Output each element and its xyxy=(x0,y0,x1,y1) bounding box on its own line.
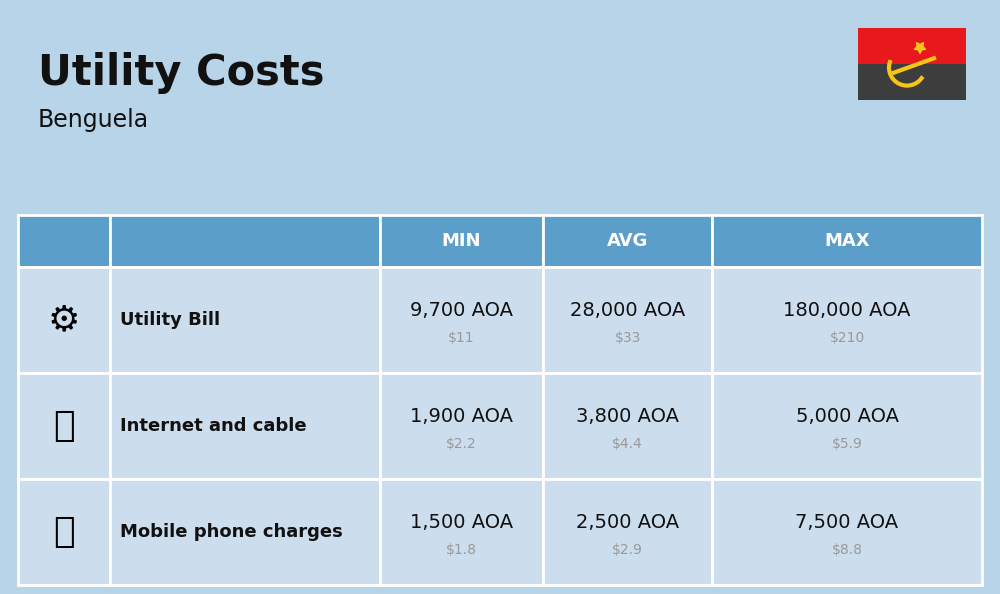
Text: $5.9: $5.9 xyxy=(832,437,862,451)
Text: $2.2: $2.2 xyxy=(446,437,477,451)
Text: 📱: 📱 xyxy=(53,515,75,549)
Text: ⚙: ⚙ xyxy=(48,303,80,337)
Bar xyxy=(110,479,380,585)
Text: 1,900 AOA: 1,900 AOA xyxy=(410,406,513,425)
Bar xyxy=(380,479,543,585)
Text: $4.4: $4.4 xyxy=(612,437,643,451)
Bar xyxy=(380,215,543,267)
Bar xyxy=(110,215,380,267)
Text: Benguela: Benguela xyxy=(38,108,149,132)
Bar xyxy=(712,373,982,479)
Bar xyxy=(543,215,712,267)
Bar xyxy=(712,267,982,373)
Bar xyxy=(380,267,543,373)
Text: 1,500 AOA: 1,500 AOA xyxy=(410,513,513,532)
Text: $2.9: $2.9 xyxy=(612,543,643,557)
Bar xyxy=(380,373,543,479)
Text: 180,000 AOA: 180,000 AOA xyxy=(783,301,911,320)
Text: 7,500 AOA: 7,500 AOA xyxy=(795,513,899,532)
Text: 9,700 AOA: 9,700 AOA xyxy=(410,301,513,320)
Text: MIN: MIN xyxy=(442,232,481,250)
Text: $8.8: $8.8 xyxy=(832,543,863,557)
Text: 28,000 AOA: 28,000 AOA xyxy=(570,301,685,320)
Bar xyxy=(18,479,110,585)
Text: 2,500 AOA: 2,500 AOA xyxy=(576,513,679,532)
Text: MAX: MAX xyxy=(824,232,870,250)
Text: Utility Costs: Utility Costs xyxy=(38,52,324,94)
Text: 🛜: 🛜 xyxy=(53,409,75,443)
Bar xyxy=(712,215,982,267)
Bar xyxy=(858,64,966,100)
Bar xyxy=(18,373,110,479)
Text: Mobile phone charges: Mobile phone charges xyxy=(120,523,342,541)
Bar xyxy=(18,267,110,373)
Polygon shape xyxy=(914,43,926,53)
Text: 5,000 AOA: 5,000 AOA xyxy=(796,406,899,425)
Text: $1.8: $1.8 xyxy=(446,543,477,557)
Text: AVG: AVG xyxy=(607,232,648,250)
Bar xyxy=(712,479,982,585)
Bar xyxy=(543,373,712,479)
Text: $210: $210 xyxy=(829,331,865,345)
Text: Internet and cable: Internet and cable xyxy=(120,417,306,435)
Text: $11: $11 xyxy=(448,331,475,345)
Bar xyxy=(110,267,380,373)
Bar xyxy=(110,373,380,479)
Bar xyxy=(543,479,712,585)
Bar xyxy=(858,28,966,64)
Bar xyxy=(18,215,110,267)
Bar xyxy=(543,267,712,373)
Text: 3,800 AOA: 3,800 AOA xyxy=(576,406,679,425)
Text: $33: $33 xyxy=(615,331,641,345)
Text: Utility Bill: Utility Bill xyxy=(120,311,220,329)
